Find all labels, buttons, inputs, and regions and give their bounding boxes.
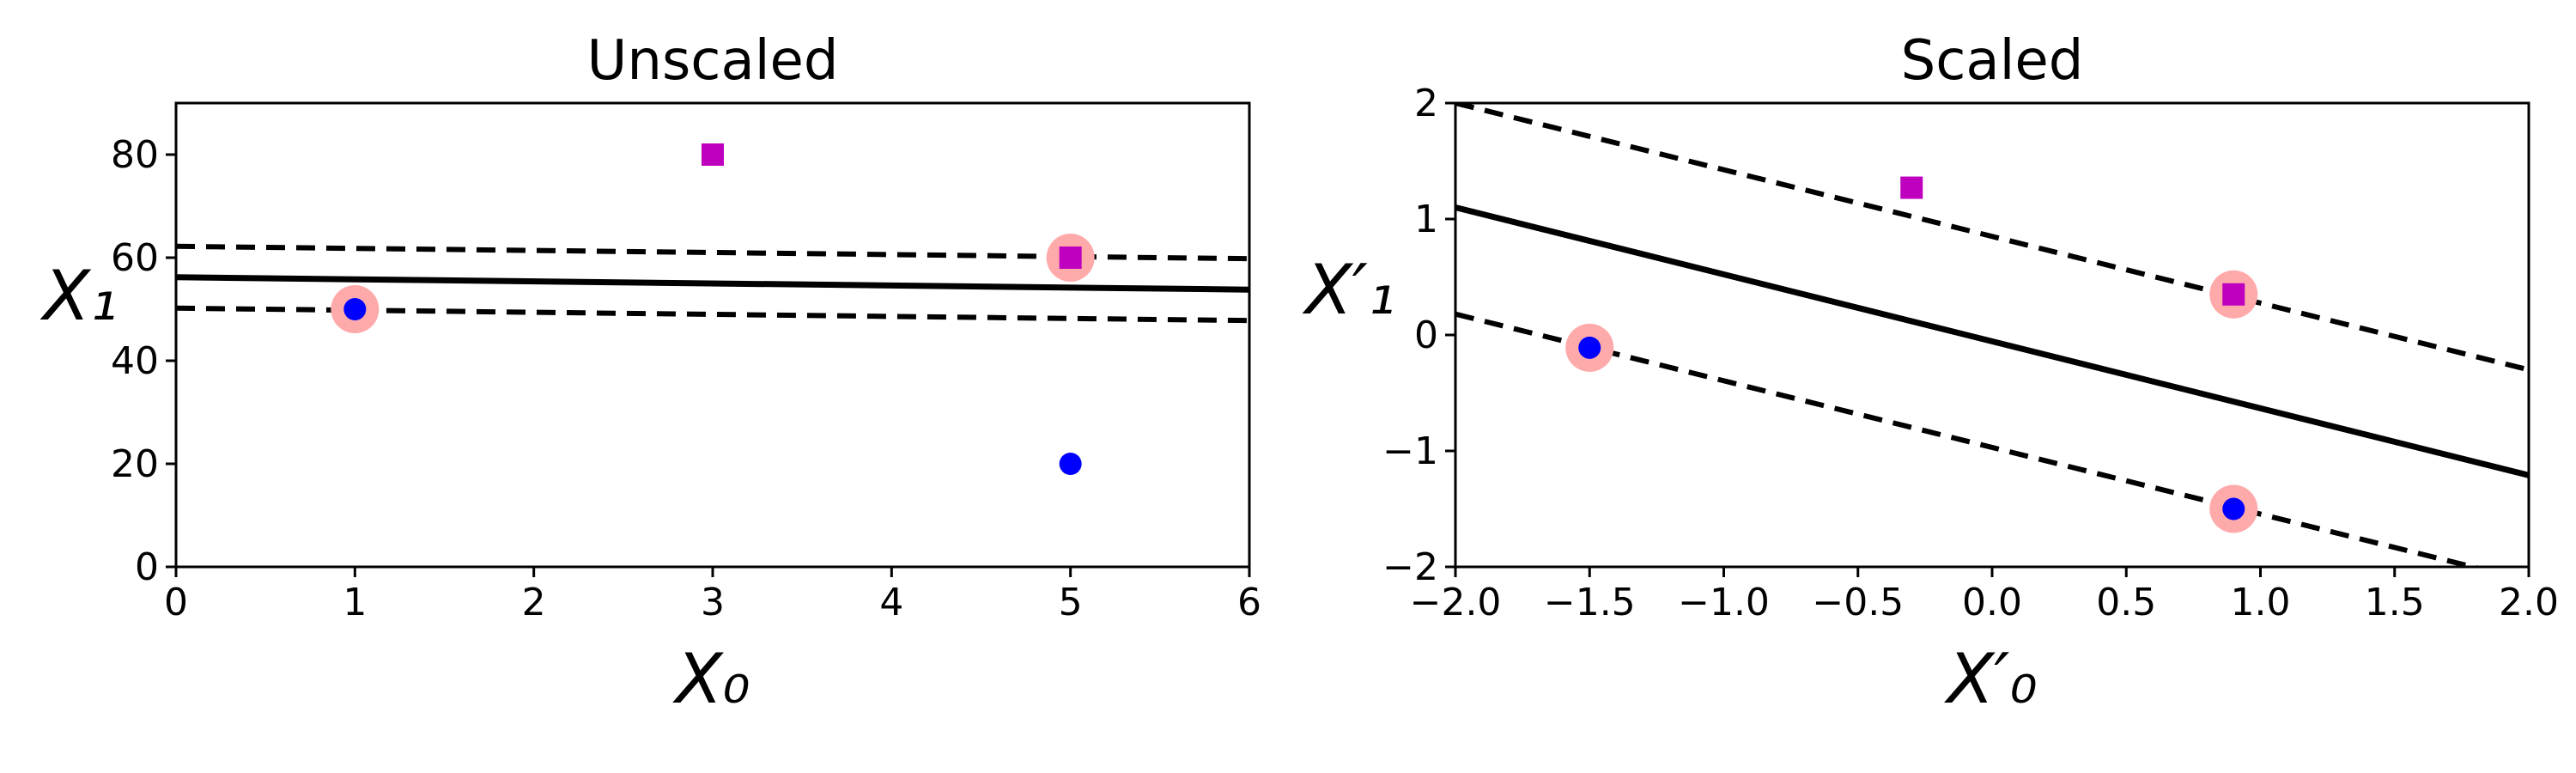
x-tick-label: 4: [879, 581, 903, 624]
chart-scaled: Scaled −2.0 −1.5 −1.0 −0.5 0.0 0.5 1.0 1.5 2.0 −…: [1302, 29, 2559, 719]
data-point-circle: [2222, 497, 2245, 520]
x-axis: −2.0 −1.5 −1.0 −0.5 0.0 0.5 1.0 1.5 2.0: [1410, 567, 2559, 624]
plot-area: [1455, 103, 2529, 567]
x-tick-label: −1.5: [1544, 581, 1636, 624]
x-tick-label: 1.5: [2365, 581, 2425, 624]
margin-line: [1455, 103, 2529, 373]
y-tick-label: 40: [111, 339, 159, 383]
x-tick-label: 2: [522, 581, 546, 624]
data-point-circle: [1059, 453, 1082, 475]
y-axis-label: X′₁: [1302, 250, 1395, 330]
x-tick-label: 0.5: [2096, 581, 2156, 624]
x-tick-label: 3: [701, 581, 725, 624]
plot-area: [176, 143, 1249, 475]
decision-boundary-line: [176, 274, 1249, 293]
x-tick-label: 0: [164, 581, 188, 624]
y-tick-label: 1: [1414, 198, 1438, 241]
y-tick-label: 80: [111, 133, 159, 177]
y-tick-label: 60: [111, 236, 159, 280]
x-tick-label: −0.5: [1812, 581, 1904, 624]
data-point-square: [2222, 283, 2245, 306]
chart-title: Unscaled: [587, 29, 839, 93]
x-axis-label: X′₀: [1943, 639, 2037, 719]
data-point-square: [1059, 247, 1082, 269]
x-tick-label: 1: [343, 581, 367, 624]
x-tick-label: −1.0: [1678, 581, 1770, 624]
y-tick-label: 0: [1414, 313, 1438, 357]
x-axis: 0 1 2 3 4 5 6: [164, 567, 1261, 624]
data-point-circle: [1578, 336, 1601, 359]
chart-unscaled: Unscaled 0 1 2 3 4 5 6 0 20 40 60 80 X₀ X₁: [39, 29, 1261, 719]
x-tick-label: 5: [1059, 581, 1083, 624]
axes-frame: [1454, 101, 2530, 569]
y-axis: 0 20 40 60 80: [111, 133, 176, 589]
data-point-circle: [343, 298, 367, 320]
y-tick-label: 2: [1414, 82, 1438, 125]
y-tick-label: 20: [111, 442, 159, 486]
y-tick-label: −2: [1382, 545, 1438, 589]
x-axis-label: X₀: [672, 639, 750, 719]
x-tick-label: 0.0: [1962, 581, 2022, 624]
margin-line: [1455, 311, 2484, 567]
x-tick-label: 1.0: [2231, 581, 2291, 624]
y-tick-label: 0: [135, 545, 159, 589]
decision-boundary-line: [1455, 204, 2529, 478]
chart-title: Scaled: [1901, 29, 2084, 93]
y-tick-label: −1: [1382, 429, 1438, 473]
axes-frame: [174, 101, 1251, 569]
x-tick-label: 6: [1237, 581, 1261, 624]
x-tick-label: −2.0: [1410, 581, 1502, 624]
data-point-square: [702, 143, 724, 166]
y-axis: −2 −1 0 1 2: [1382, 82, 1455, 589]
y-axis-label: X₁: [39, 256, 118, 336]
data-point-square: [1900, 176, 1923, 199]
x-tick-label: 2.0: [2499, 581, 2559, 624]
